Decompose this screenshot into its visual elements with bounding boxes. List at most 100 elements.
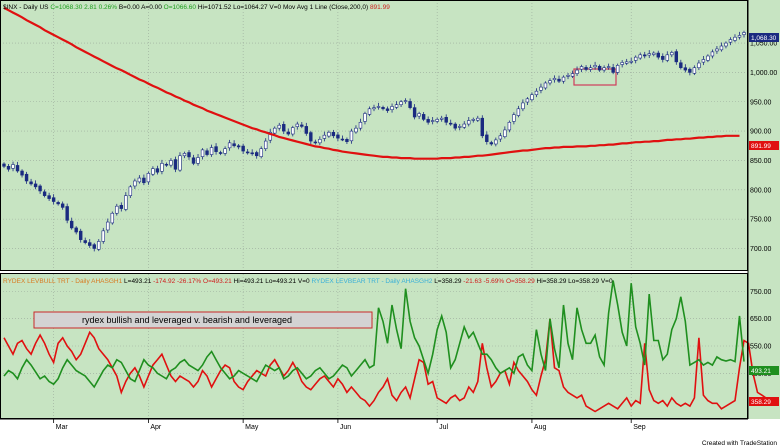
candle bbox=[282, 124, 286, 132]
candle bbox=[634, 56, 638, 61]
annotation-text: rydex bullish and leveraged v. bearish a… bbox=[82, 315, 292, 325]
header-value: 0.26% bbox=[99, 4, 119, 11]
candle bbox=[209, 147, 214, 155]
candle bbox=[327, 131, 331, 137]
candle bbox=[33, 183, 38, 188]
bear-tag-bg bbox=[749, 397, 779, 406]
candle bbox=[69, 220, 74, 229]
y-tick-label: 850.00 bbox=[750, 158, 772, 165]
candle bbox=[164, 163, 169, 166]
header-value: V=0 bbox=[269, 4, 283, 11]
header-value: Hi=1071.52 bbox=[198, 4, 233, 11]
candle bbox=[697, 62, 701, 69]
candle bbox=[155, 168, 160, 173]
candle bbox=[656, 52, 660, 58]
moving-average-line bbox=[3, 6, 740, 160]
candle bbox=[74, 227, 78, 233]
candle bbox=[115, 205, 119, 214]
candle bbox=[557, 78, 561, 82]
candle bbox=[701, 59, 706, 63]
header-value: Lo=1064.27 bbox=[233, 4, 269, 11]
candle bbox=[403, 100, 408, 102]
credit-text: Created with TradeStation bbox=[702, 440, 778, 447]
candle bbox=[480, 117, 484, 137]
header-value: -5.69% bbox=[484, 278, 506, 285]
candle bbox=[300, 124, 304, 127]
candle bbox=[97, 241, 101, 250]
y-tick-label: 550.00 bbox=[750, 344, 772, 351]
candle bbox=[196, 157, 200, 164]
month-label: Aug bbox=[534, 424, 547, 431]
candle bbox=[467, 120, 471, 125]
indicator-panel-bg bbox=[0, 273, 748, 419]
candle bbox=[286, 131, 290, 135]
candle bbox=[88, 242, 92, 246]
candle bbox=[742, 32, 746, 35]
header-value: -174.92 bbox=[153, 278, 177, 285]
y-tick-label: 900.00 bbox=[750, 129, 772, 136]
candle bbox=[349, 130, 354, 142]
candle bbox=[485, 134, 489, 142]
candle bbox=[683, 67, 688, 71]
candle bbox=[2, 163, 6, 167]
candle bbox=[173, 159, 178, 170]
candle bbox=[38, 185, 42, 192]
candle bbox=[584, 67, 588, 70]
candle bbox=[83, 240, 87, 243]
header-value: O=493.21 bbox=[203, 278, 234, 285]
candle bbox=[652, 52, 656, 55]
candle bbox=[566, 75, 570, 77]
candle bbox=[178, 155, 182, 171]
candle bbox=[624, 61, 629, 64]
header-value: L=358.29 bbox=[434, 278, 463, 285]
month-label: Mar bbox=[56, 424, 69, 431]
month-label: Apr bbox=[150, 424, 162, 431]
candle bbox=[295, 123, 299, 127]
candle bbox=[205, 150, 209, 155]
candle bbox=[200, 149, 205, 157]
candle bbox=[462, 123, 466, 128]
candle bbox=[611, 67, 615, 73]
candle bbox=[570, 73, 575, 77]
candle bbox=[661, 55, 665, 60]
candle bbox=[79, 230, 83, 240]
candle bbox=[665, 54, 669, 61]
candle bbox=[268, 131, 272, 141]
candle bbox=[318, 139, 322, 144]
y-tick-label: 1,050.00 bbox=[750, 41, 777, 48]
candle bbox=[629, 60, 633, 63]
candle bbox=[110, 212, 114, 224]
y-tick-label: 750.00 bbox=[750, 289, 772, 296]
candle bbox=[719, 45, 724, 51]
indicator-lines bbox=[3, 280, 768, 413]
header-value: C=1068.30 bbox=[50, 4, 84, 11]
candle bbox=[345, 139, 349, 142]
candle bbox=[458, 126, 462, 128]
candle bbox=[543, 82, 548, 89]
candle bbox=[92, 244, 96, 249]
candle bbox=[236, 145, 241, 148]
candle bbox=[670, 52, 674, 56]
candle bbox=[733, 36, 737, 41]
candle bbox=[227, 142, 232, 149]
candle bbox=[679, 62, 683, 69]
candle bbox=[643, 54, 647, 57]
candle bbox=[169, 160, 173, 166]
price-grid bbox=[0, 0, 748, 270]
candle bbox=[435, 119, 439, 122]
candle bbox=[494, 139, 498, 145]
candle bbox=[525, 98, 530, 103]
month-label: May bbox=[245, 424, 259, 431]
candle bbox=[128, 186, 133, 196]
candle bbox=[521, 102, 525, 110]
header-value: -26.17% bbox=[177, 278, 203, 285]
candle bbox=[214, 146, 218, 152]
candle bbox=[706, 55, 710, 61]
candle bbox=[430, 120, 435, 122]
header-value: -21.63 bbox=[463, 278, 483, 285]
candle bbox=[674, 51, 679, 63]
candle bbox=[561, 76, 566, 82]
header-value: L=493.21 bbox=[124, 278, 153, 285]
candle bbox=[498, 135, 503, 140]
